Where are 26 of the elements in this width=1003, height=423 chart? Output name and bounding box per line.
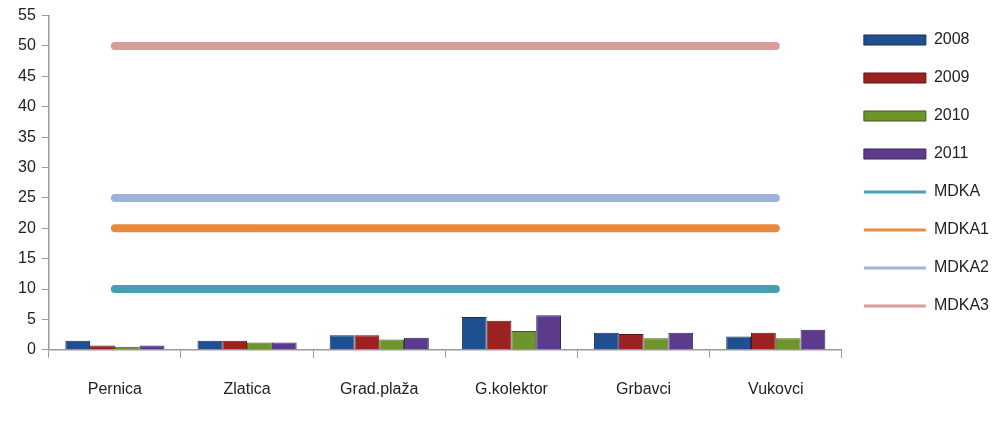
legend-label: 2008 — [933, 30, 970, 48]
y-tick-label: 55 — [18, 6, 36, 24]
legend-label: MDKA3 — [933, 296, 990, 314]
x-tick-label: Pernica — [87, 379, 143, 397]
legend-label: 2010 — [933, 106, 970, 124]
y-tick-label: 15 — [18, 249, 36, 267]
y-tick-label: 35 — [18, 127, 36, 145]
y-tick-label: 30 — [18, 157, 36, 175]
y-tick-label: 10 — [18, 279, 36, 297]
legend-label: MDKA1 — [933, 220, 990, 238]
y-tick-label: 25 — [18, 188, 36, 206]
y-tick-label: 20 — [18, 218, 36, 236]
y-tick-label: 0 — [26, 340, 36, 358]
legend-label: MDKA — [933, 182, 981, 200]
y-tick-label: 45 — [18, 66, 36, 84]
x-tick-label: G.kolektor — [474, 379, 549, 397]
legend-label: 2011 — [933, 144, 969, 162]
x-tick-label: Zlatica — [223, 379, 271, 397]
x-tick-label: Vukovci — [748, 379, 804, 397]
x-tick-label: Grbavci — [616, 379, 672, 397]
legend-label: 2009 — [933, 68, 970, 86]
y-tick-label: 5 — [26, 309, 36, 327]
x-tick-label: Grad.plaža — [340, 379, 419, 397]
y-tick-label: 50 — [18, 36, 36, 54]
y-tick-label: 40 — [18, 97, 36, 115]
legend-label: MDKA2 — [933, 258, 990, 276]
